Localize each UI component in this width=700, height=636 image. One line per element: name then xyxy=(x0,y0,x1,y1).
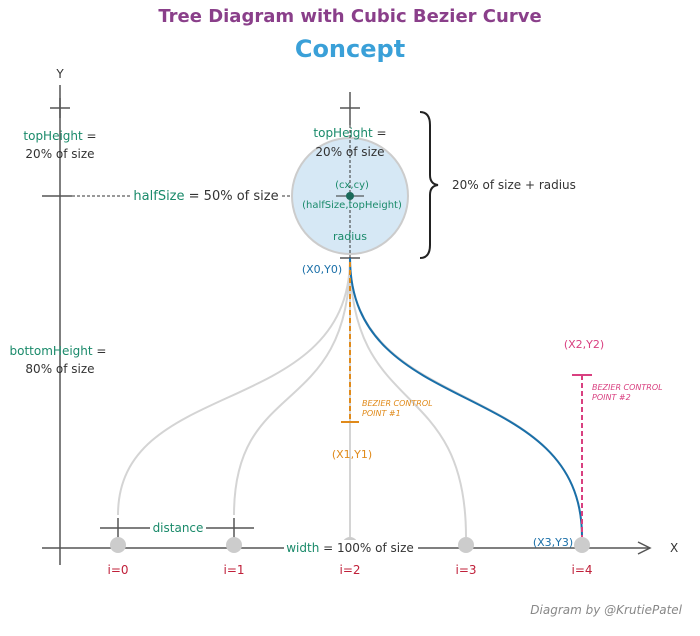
node-label: i=2 xyxy=(339,563,360,577)
branches xyxy=(117,257,583,538)
center-def: (halfSize,topHeight) xyxy=(302,200,402,211)
bottom-height-value: 80% of size xyxy=(25,362,94,376)
control-point-1: (X1,Y1) xyxy=(332,448,372,461)
circle-top-label: topHeight = xyxy=(313,126,386,140)
distance-label: distance xyxy=(153,521,204,535)
eq: = 100% of size xyxy=(319,541,413,555)
start-point: (X0,Y0) xyxy=(302,263,342,276)
top-height-label: topHeight = xyxy=(23,129,96,143)
label-bg xyxy=(150,520,206,536)
control-note-1: BEZIER CONTROL xyxy=(362,399,433,408)
axes xyxy=(42,85,652,565)
title: Tree Diagram with Cubic Bezier Curve xyxy=(158,6,541,27)
brace xyxy=(419,111,439,259)
eq: = 50% of size xyxy=(185,189,279,204)
term: halfSize xyxy=(133,189,184,204)
term: bottomHeight xyxy=(10,344,93,358)
width-label: width = 100% of size xyxy=(286,541,414,555)
top-height-value: 20% of size xyxy=(25,147,94,161)
node-label: i=0 xyxy=(107,563,128,577)
eq: = xyxy=(93,344,107,358)
center-label: (cx,cy) xyxy=(335,180,369,191)
node-label: i=3 xyxy=(455,563,476,577)
term: topHeight xyxy=(23,129,83,143)
radius-label: radius xyxy=(333,230,367,243)
term: topHeight xyxy=(313,126,373,140)
x-axis-label: X xyxy=(670,541,678,555)
circle-top-value: 20% of size xyxy=(315,145,384,159)
bezier-curve xyxy=(349,257,583,538)
bottom-height-label: bottomHeight = xyxy=(10,344,107,358)
control-note-1: POINT #1 xyxy=(362,409,401,418)
control-point-2: (X2,Y2) xyxy=(564,338,604,351)
center-dot xyxy=(346,192,354,200)
control-note-2: POINT #2 xyxy=(592,393,631,402)
half-size-label: halfSize = 50% of size xyxy=(133,189,278,204)
credit: Diagram by @KrutiePatel xyxy=(530,603,682,617)
y-axis-label: Y xyxy=(55,67,64,81)
eq: = xyxy=(83,129,97,143)
end-point: (X3,Y3) xyxy=(533,536,573,549)
brace-label: 20% of size + radius xyxy=(452,178,576,192)
node-label: i=1 xyxy=(223,563,244,577)
term: width xyxy=(286,541,319,555)
eq: = xyxy=(373,126,387,140)
node-label: i=4 xyxy=(571,563,592,577)
subtitle: Concept xyxy=(295,35,405,63)
control-note-2: BEZIER CONTROL xyxy=(592,383,663,392)
label-bg xyxy=(284,540,418,556)
